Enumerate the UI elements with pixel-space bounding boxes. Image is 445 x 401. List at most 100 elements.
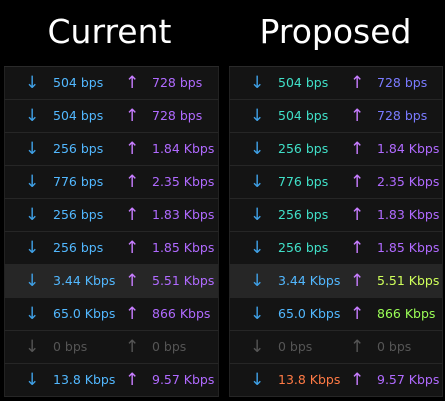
proposed-title: Proposed: [259, 12, 412, 51]
upload-rate: 728 bps: [152, 75, 203, 90]
download-arrow-icon: ↓: [250, 238, 265, 258]
upload-arrow-icon: ↑: [350, 139, 365, 159]
download-rate: 504 bps: [53, 108, 104, 123]
download-rate: 256 bps: [53, 207, 104, 222]
download-arrow-icon: ↓: [25, 205, 40, 225]
upload-rate: 9.57 Kbps: [152, 372, 215, 387]
upload-rate: 1.84 Kbps: [152, 141, 215, 156]
upload-rate: 1.84 Kbps: [377, 141, 440, 156]
current-panel: Current ↓ 504 bps ↑ 728 bps ↓ 504 bps ↑ …: [0, 0, 219, 397]
download-arrow-icon: ↓: [25, 238, 40, 258]
upload-rate: 5.51 Kbps: [152, 273, 215, 288]
download-arrow-icon: ↓: [250, 205, 265, 225]
upload-rate: 866 Kbps: [377, 306, 436, 321]
upload-rate: 5.51 Kbps: [377, 273, 440, 288]
download-arrow-icon: ↓: [250, 73, 265, 93]
table-row: ↓ 65.0 Kbps ↑ 866 Kbps: [4, 298, 219, 331]
upload-arrow-icon: ↑: [350, 172, 365, 192]
download-arrow-icon: ↓: [25, 370, 40, 390]
upload-rate: 728 bps: [377, 75, 428, 90]
upload-rate: 728 bps: [377, 108, 428, 123]
upload-rate: 2.35 Kbps: [377, 174, 440, 189]
table-row: ↓ 256 bps ↑ 1.84 Kbps: [229, 133, 443, 166]
download-rate: 504 bps: [278, 75, 329, 90]
download-arrow-icon: ↓: [25, 337, 40, 357]
current-rate-table: ↓ 504 bps ↑ 728 bps ↓ 504 bps ↑ 728 bps …: [4, 66, 219, 397]
table-row: ↓ 776 bps ↑ 2.35 Kbps: [229, 166, 443, 199]
download-rate: 256 bps: [53, 240, 104, 255]
table-row: ↓ 0 bps ↑ 0 bps: [4, 331, 219, 364]
table-row: ↓ 13.8 Kbps ↑ 9.57 Kbps: [4, 364, 219, 397]
upload-rate: 866 Kbps: [152, 306, 211, 321]
download-arrow-icon: ↓: [250, 370, 265, 390]
table-row: ↓ 504 bps ↑ 728 bps: [229, 67, 443, 100]
download-rate: 0 bps: [53, 339, 88, 354]
upload-arrow-icon: ↑: [125, 139, 140, 159]
download-rate: 65.0 Kbps: [278, 306, 341, 321]
upload-arrow-icon: ↑: [125, 172, 140, 192]
table-row: ↓ 256 bps ↑ 1.83 Kbps: [4, 199, 219, 232]
table-row: ↓ 0 bps ↑ 0 bps: [229, 331, 443, 364]
upload-arrow-icon: ↑: [350, 238, 365, 258]
upload-arrow-icon: ↑: [350, 205, 365, 225]
download-arrow-icon: ↓: [25, 271, 40, 291]
download-rate: 3.44 Kbps: [53, 273, 116, 288]
download-rate: 0 bps: [278, 339, 313, 354]
download-rate: 256 bps: [278, 240, 329, 255]
download-arrow-icon: ↓: [25, 172, 40, 192]
upload-arrow-icon: ↑: [125, 106, 140, 126]
proposed-rate-table: ↓ 504 bps ↑ 728 bps ↓ 504 bps ↑ 728 bps …: [229, 66, 443, 397]
download-rate: 13.8 Kbps: [278, 372, 341, 387]
current-title: Current: [47, 12, 172, 51]
upload-arrow-icon: ↑: [125, 337, 140, 357]
upload-arrow-icon: ↑: [125, 370, 140, 390]
download-arrow-icon: ↓: [250, 139, 265, 159]
download-arrow-icon: ↓: [250, 172, 265, 192]
table-row: ↓ 13.8 Kbps ↑ 9.57 Kbps: [229, 364, 443, 397]
download-arrow-icon: ↓: [25, 304, 40, 324]
upload-rate: 2.35 Kbps: [152, 174, 215, 189]
upload-rate: 9.57 Kbps: [377, 372, 440, 387]
download-arrow-icon: ↓: [250, 337, 265, 357]
table-row: ↓ 256 bps ↑ 1.85 Kbps: [4, 232, 219, 265]
download-rate: 776 bps: [278, 174, 329, 189]
upload-rate: 1.85 Kbps: [152, 240, 215, 255]
table-row: ↓ 504 bps ↑ 728 bps: [229, 100, 443, 133]
upload-arrow-icon: ↑: [350, 370, 365, 390]
download-rate: 256 bps: [278, 207, 329, 222]
table-row-highlighted: ↓ 3.44 Kbps ↑ 5.51 Kbps: [229, 265, 443, 298]
download-arrow-icon: ↓: [25, 73, 40, 93]
table-row: ↓ 65.0 Kbps ↑ 866 Kbps: [229, 298, 443, 331]
download-arrow-icon: ↓: [250, 106, 265, 126]
table-row: ↓ 504 bps ↑ 728 bps: [4, 100, 219, 133]
download-rate: 256 bps: [278, 141, 329, 156]
download-rate: 776 bps: [53, 174, 104, 189]
table-row: ↓ 504 bps ↑ 728 bps: [4, 67, 219, 100]
upload-arrow-icon: ↑: [350, 304, 365, 324]
upload-rate: 1.85 Kbps: [377, 240, 440, 255]
download-rate: 65.0 Kbps: [53, 306, 116, 321]
upload-arrow-icon: ↑: [125, 271, 140, 291]
upload-arrow-icon: ↑: [125, 205, 140, 225]
download-rate: 256 bps: [53, 141, 104, 156]
proposed-panel: Proposed ↓ 504 bps ↑ 728 bps ↓ 504 bps ↑…: [226, 0, 445, 397]
upload-arrow-icon: ↑: [125, 304, 140, 324]
table-row: ↓ 776 bps ↑ 2.35 Kbps: [4, 166, 219, 199]
download-rate: 3.44 Kbps: [278, 273, 341, 288]
upload-arrow-icon: ↑: [125, 238, 140, 258]
upload-arrow-icon: ↑: [125, 73, 140, 93]
upload-rate: 0 bps: [152, 339, 187, 354]
download-rate: 504 bps: [53, 75, 104, 90]
download-arrow-icon: ↓: [25, 139, 40, 159]
upload-arrow-icon: ↑: [350, 73, 365, 93]
upload-arrow-icon: ↑: [350, 337, 365, 357]
download-arrow-icon: ↓: [250, 271, 265, 291]
download-arrow-icon: ↓: [250, 304, 265, 324]
upload-arrow-icon: ↑: [350, 271, 365, 291]
download-arrow-icon: ↓: [25, 106, 40, 126]
upload-rate: 1.83 Kbps: [377, 207, 440, 222]
upload-rate: 1.83 Kbps: [152, 207, 215, 222]
upload-arrow-icon: ↑: [350, 106, 365, 126]
download-rate: 504 bps: [278, 108, 329, 123]
download-rate: 13.8 Kbps: [53, 372, 116, 387]
